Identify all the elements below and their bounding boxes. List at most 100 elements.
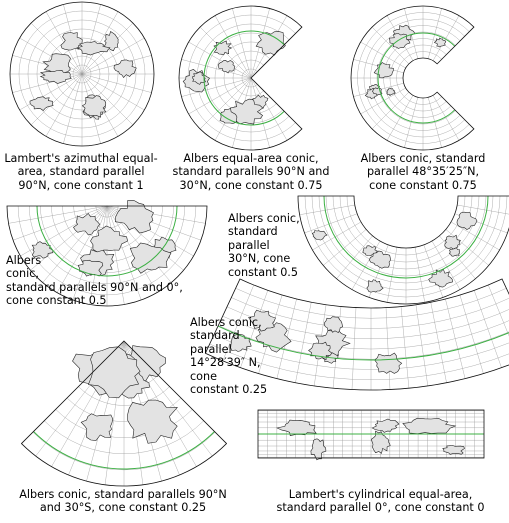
landmass — [434, 37, 447, 48]
caption-line: Albers conic, — [190, 316, 262, 329]
meridian-line — [432, 15, 460, 61]
panel-albers-90N-30S: Albers conic, standard parallels 90°N an… — [0, 336, 250, 523]
meridian-line — [336, 235, 373, 279]
landmass — [87, 346, 141, 399]
panel-lambert-azimuthal: Lambert's azimuthal equal- area, standar… — [0, 0, 165, 200]
landmass — [248, 309, 276, 332]
meridian-line — [371, 26, 409, 64]
caption-line: Albers conic, standard parallels 90°N — [19, 488, 227, 501]
meridian-line — [81, 37, 145, 75]
meridian-line — [181, 59, 252, 79]
landmass — [39, 69, 72, 84]
meridian-line — [81, 11, 119, 75]
meridian-line — [386, 95, 414, 141]
meridian-line — [295, 302, 312, 383]
landmass — [104, 31, 119, 52]
caption-line: parallel — [228, 238, 270, 252]
caption-line: Albers conic, standard — [360, 152, 486, 165]
landmass — [218, 60, 236, 74]
meridian-line — [106, 205, 142, 301]
landmass — [386, 87, 396, 97]
meridian-line — [427, 97, 442, 148]
meridian-line — [19, 37, 83, 75]
caption-line: parallel 48°35′25″N, — [366, 165, 480, 179]
map-outline — [350, 5, 475, 151]
meridian-line — [360, 41, 406, 69]
albers-90N-30S-map — [20, 340, 228, 487]
meridian-line — [81, 4, 101, 75]
meridian-line — [457, 204, 509, 215]
map-outline — [297, 195, 509, 305]
map-outline — [6, 205, 208, 307]
meridian-line — [415, 304, 429, 386]
meridian-line — [404, 97, 419, 148]
landmass — [113, 59, 137, 78]
meridian-line — [323, 229, 367, 266]
meridian-line — [387, 247, 398, 303]
caption-albers-90-0: Albers conic, standard parallels 90°N an… — [6, 254, 206, 308]
landmass — [369, 250, 392, 269]
standard-parallel-line — [36, 205, 178, 277]
caption-lambert-azimuthal: Lambert's azimuthal equal- area, standar… — [0, 152, 162, 192]
landmass — [230, 98, 264, 125]
meridian-line — [474, 290, 502, 368]
meridian-line — [240, 290, 268, 368]
meridian-line — [72, 205, 108, 301]
landmass — [90, 225, 128, 253]
meridian-line — [488, 284, 509, 337]
landmass — [371, 418, 400, 433]
caption-line: constant 0.25 — [190, 383, 268, 397]
meridian-line — [106, 205, 125, 305]
meridian-line — [431, 240, 461, 290]
meridian-line — [299, 204, 355, 215]
caption-line: Albers equal-area conic, — [183, 152, 319, 165]
caption-albers-30N: Albers conic, standard parallel 30°N, co… — [228, 212, 308, 279]
caption-line: cone constant 0.5 — [6, 294, 107, 308]
meridian-line — [385, 307, 391, 390]
landmass — [255, 31, 286, 56]
meridian-line — [432, 95, 460, 141]
landmass — [370, 430, 391, 454]
caption-line: standard — [228, 225, 278, 239]
caption-line: Lambert's cylindrical equal-area, — [288, 488, 473, 501]
panel-albers-30N: Albers conic, standard parallel 30°N, co… — [226, 195, 509, 306]
landmass — [310, 438, 327, 461]
landmass — [323, 316, 344, 334]
meridian-line — [45, 73, 83, 137]
caption-line: Albers — [6, 254, 42, 267]
meridian-line — [423, 244, 444, 298]
caption-line: 90°N, cone constant 1 — [18, 178, 144, 192]
meridian-line — [12, 205, 108, 241]
lambert-cylindrical-map — [257, 409, 485, 461]
landmass — [76, 41, 111, 56]
meridian-line — [188, 77, 252, 115]
caption-albers-90-30N: Albers equal-area conic, standard parall… — [165, 152, 337, 192]
albers-48N-map — [350, 5, 475, 151]
landmass — [80, 413, 114, 441]
standard-parallel-line — [377, 32, 456, 124]
albers-14N-map — [204, 278, 509, 391]
map-outline — [257, 409, 485, 459]
meridian-line — [360, 87, 406, 115]
landmass — [127, 399, 178, 444]
caption-albers-90N-30S: Albers conic, standard parallels 90°N an… — [0, 488, 246, 515]
meridian-line — [81, 73, 145, 111]
meridian-line — [414, 247, 425, 303]
meridian-line — [56, 205, 108, 293]
meridian-line — [232, 8, 252, 79]
meridian-line — [400, 306, 410, 389]
meridian-line — [250, 77, 270, 148]
albers-90-30N-map — [178, 5, 303, 151]
meridian-line — [430, 302, 447, 383]
landmass — [192, 71, 206, 85]
meridian-line — [371, 92, 409, 130]
caption-line: 30°N, cone constant 0.75 — [179, 178, 323, 192]
caption-line: cone — [190, 369, 217, 383]
caption-line: standard parallel 0°, cone constant 0 — [276, 501, 485, 515]
meridian-line — [304, 213, 358, 234]
landmass — [402, 417, 457, 435]
panel-albers-90-0: Albers conic, standard parallels 90°N an… — [0, 196, 215, 336]
albers-30N-map — [297, 195, 509, 305]
meridian-line — [250, 77, 288, 141]
meridian-line — [188, 41, 252, 79]
